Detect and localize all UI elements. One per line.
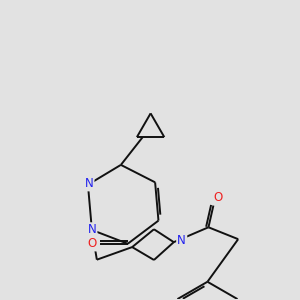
Text: O: O xyxy=(214,191,223,204)
Text: N: N xyxy=(177,234,186,247)
Text: N: N xyxy=(88,224,96,236)
Text: O: O xyxy=(88,237,97,250)
Text: N: N xyxy=(85,177,93,190)
